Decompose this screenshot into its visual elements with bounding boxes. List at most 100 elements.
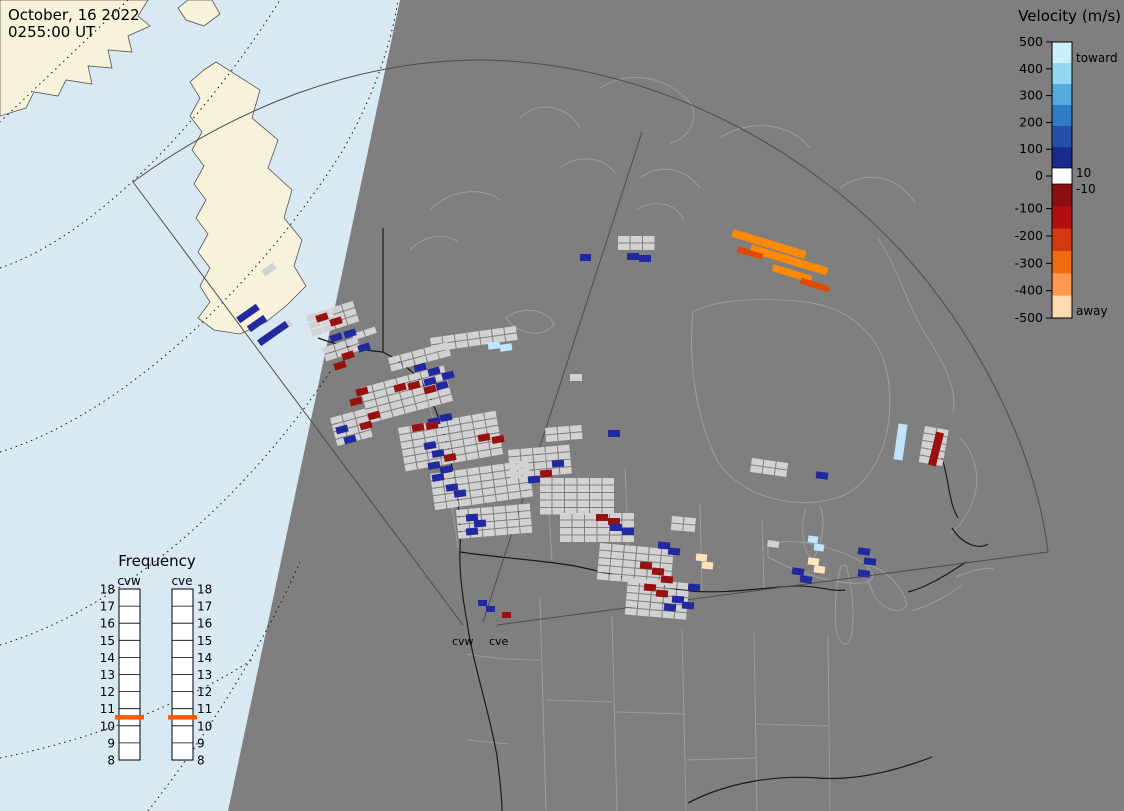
lake-michigan-outline (834, 564, 854, 645)
ground-scatter-cell (455, 476, 469, 485)
ground-scatter-cell (428, 397, 441, 408)
velocity-cell (423, 441, 437, 450)
velocity-cell (608, 518, 620, 525)
ground-scatter-cell (565, 500, 577, 507)
velocity-cell (736, 246, 764, 260)
ground-scatter-cell (310, 326, 324, 337)
velocity-data-cells (236, 229, 944, 618)
radar-site-labels: cvw cve (452, 635, 509, 648)
velocity-cell (749, 244, 829, 276)
ground-scatter-cell (636, 546, 649, 554)
timestamp: October, 16 2022 0255:00 UT (8, 6, 140, 41)
ground-scatter-cell (467, 331, 480, 340)
ground-scatter-cell (456, 483, 470, 492)
ground-scatter-cell (661, 555, 674, 564)
velocity-cell (236, 303, 260, 324)
fov-right-edge (496, 551, 1049, 626)
ground-scatter-cell (463, 437, 476, 446)
ground-scatter-cell (751, 457, 764, 467)
freq-tick-label: 13 (100, 668, 115, 682)
velocity-cell (453, 489, 467, 498)
ground-scatter-cell (506, 476, 519, 485)
ground-scatter-cell (412, 438, 426, 448)
ground-scatter-cell (448, 424, 461, 434)
ground-scatter-cell (622, 513, 634, 520)
ground-scatter-cell (552, 485, 564, 492)
ground-scatter-cell (455, 340, 469, 349)
ground-scatter-cell (572, 520, 584, 527)
velocity-cell (681, 601, 695, 610)
velocity-cell (857, 547, 871, 556)
colorbar-segment-toward (1052, 63, 1072, 85)
ground-scatter-cell (636, 553, 649, 562)
ground-scatter-cell (775, 461, 789, 470)
velocity-cell (465, 527, 479, 536)
ground-scatter-cell (577, 508, 589, 515)
ground-scatter-cell (483, 495, 496, 504)
freq-tick-label: 8 (107, 754, 115, 768)
velocity-cell (663, 603, 677, 612)
colorbar-tick-label: -200 (1015, 228, 1043, 243)
frequency-bars: 18 17 16 15 14 13 12 11 10 9 8 18 17 16 15 14 13 12 11 10 9 8 (100, 583, 213, 768)
velocity-cell (499, 343, 513, 352)
ground-scatter-cell (590, 500, 602, 507)
freq-marker (115, 715, 144, 720)
ground-scatter-cell (493, 478, 507, 487)
ground-scatter-cell (414, 355, 427, 366)
freq-tick-label: 18 (197, 583, 212, 597)
ground-scatter-cell (492, 335, 506, 344)
ground-scatter-cell (416, 460, 430, 470)
ground-scatter-cell (442, 334, 455, 343)
ground-scatter-cell (437, 434, 450, 443)
freq-tick-label: 17 (197, 600, 212, 614)
freq-tick-label: 10 (100, 719, 115, 733)
velocity-cell (367, 410, 381, 421)
colorbar-tick-label: 100 (1019, 141, 1043, 156)
ground-scatter-cell (449, 432, 463, 441)
velocity-cell (357, 342, 371, 353)
ground-scatter-cell (396, 375, 410, 385)
toward-label: toward (1076, 51, 1118, 65)
ground-scatter-cell (494, 513, 507, 521)
ground-scatter-cell (602, 478, 614, 485)
ground-scatter-cell (585, 520, 597, 527)
ground-scatter-cell (585, 535, 597, 542)
ground-scatter-cell (466, 452, 479, 461)
ground-scatter-cell (557, 444, 570, 453)
ground-scatter-cell (676, 589, 689, 598)
ground-scatter-cell (624, 545, 637, 553)
velocity-cell (343, 434, 357, 445)
velocity-cell (431, 473, 445, 482)
ground-scatter-cell (651, 595, 664, 603)
ground-scatter-cell (478, 449, 491, 459)
colorbar-segment-toward (1052, 42, 1072, 64)
ground-scatter-cell (590, 508, 602, 515)
ground-scatter-cell (470, 489, 483, 498)
freq-tick-label: 9 (107, 736, 115, 750)
velocity-cell (335, 424, 349, 435)
ground-scatter-cell (490, 447, 504, 457)
ground-scatter-cell (493, 505, 506, 514)
ground-scatter-cell (468, 338, 481, 347)
freq-tick-label: 15 (100, 634, 115, 648)
ground-scatter-cell (532, 446, 545, 455)
ground-scatter-cell (306, 312, 319, 323)
velocity-cell (551, 459, 565, 468)
lake-huron-outline (866, 564, 908, 612)
landmass-northwest (0, 0, 151, 117)
ground-scatter-cell (400, 440, 414, 450)
velocity-cell (477, 433, 491, 442)
ground-scatter-cell (495, 528, 508, 536)
ground-scatter-cell (577, 493, 589, 500)
ground-scatter-cell (683, 524, 696, 533)
arctic-coast-squiggle (409, 191, 501, 251)
ground-scatter-cluster (560, 513, 634, 542)
landmass-seward (177, 0, 221, 27)
ground-scatter-cell (534, 461, 547, 470)
velocity-cell (246, 314, 268, 333)
ground-scatter-cell (560, 520, 572, 527)
ground-scatter-cell (577, 500, 589, 507)
velocity-cell (596, 514, 608, 521)
minus10-label: -10 (1076, 182, 1096, 196)
